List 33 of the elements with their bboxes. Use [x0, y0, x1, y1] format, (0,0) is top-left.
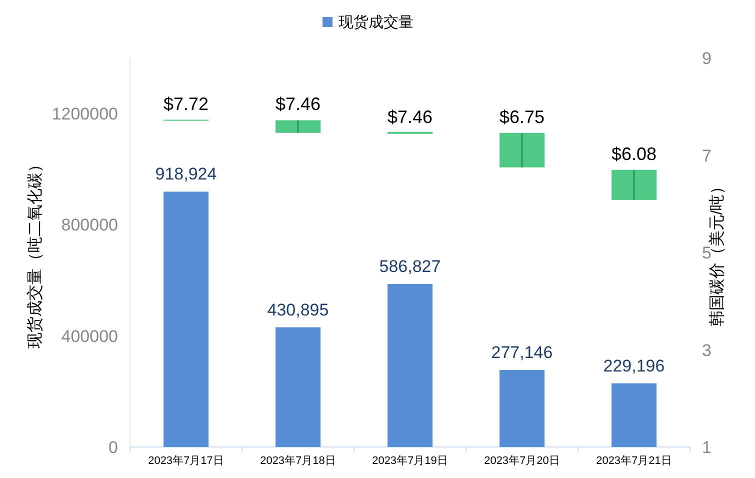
data-label: 430,895: [267, 300, 329, 320]
text: $7.46: [275, 94, 321, 114]
y2-tick-label: 1: [702, 438, 712, 457]
x-tick-label: 2023年7月20日: [484, 455, 560, 467]
y-tick-label: 1200000: [52, 104, 118, 124]
data-label: 586,827: [379, 256, 441, 276]
bar: [388, 284, 432, 447]
bar: [612, 383, 656, 447]
text: $6.08: [611, 144, 657, 164]
text: $7.72: [163, 94, 209, 114]
x-tick-label: 2023年7月19日: [372, 455, 448, 467]
y-axis-title: 现货成交量（吨二氧化碳）: [26, 156, 44, 348]
candlestick: [276, 120, 320, 134]
data-label: 277,146: [491, 342, 553, 362]
y2-tick-label: 3: [702, 340, 712, 360]
bar: [164, 192, 208, 447]
text: $6.75: [499, 106, 545, 127]
data-label: 918,924: [155, 164, 217, 184]
bar: [276, 327, 320, 447]
bar: [500, 370, 544, 447]
candlestick: [500, 132, 544, 168]
text: $7.46: [387, 106, 433, 127]
y-tick-label: 400000: [61, 326, 118, 346]
x-tick-label: 2023年7月18日: [260, 455, 336, 467]
candlestick: [612, 169, 656, 200]
data-label: 229,196: [603, 356, 665, 376]
legend-label: 现货成交量: [338, 14, 414, 31]
y2-tick-label: 7: [702, 146, 712, 166]
x-tick-label: 2023年7月17日: [148, 455, 224, 467]
y-tick-label: 800000: [61, 216, 118, 235]
y2-tick-label: 9: [702, 49, 712, 68]
x-tick-label: 2023年7月21日: [596, 455, 672, 467]
y-tick-label: 0: [108, 438, 118, 457]
